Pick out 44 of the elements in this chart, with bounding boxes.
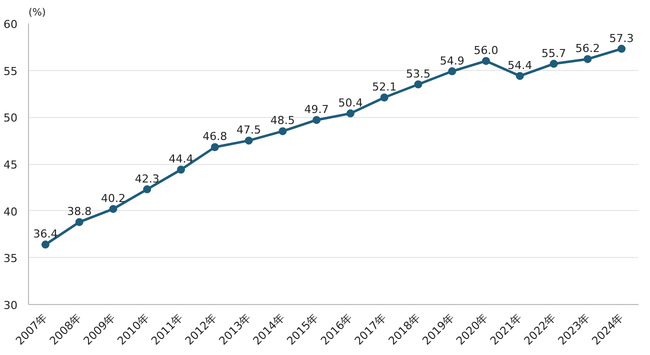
point <box>312 116 321 124</box>
data-label: 46.8 <box>202 130 228 144</box>
point <box>584 55 592 64</box>
point <box>414 80 422 88</box>
point <box>210 143 219 152</box>
data-label: 52.1 <box>372 80 397 94</box>
point <box>516 72 524 80</box>
point <box>41 240 50 249</box>
data-label: 57.3 <box>609 32 634 45</box>
data-label: 36.4 <box>33 228 58 241</box>
data-label: 54.9 <box>440 54 464 68</box>
point <box>618 44 626 53</box>
y-tick-label: 30 <box>4 299 18 312</box>
point <box>75 218 84 226</box>
data-label: 40.2 <box>100 192 126 205</box>
data-label: 49.7 <box>304 102 329 116</box>
data-label: 47.5 <box>236 124 262 137</box>
data-label: 56.2 <box>575 42 600 56</box>
point <box>244 136 253 145</box>
data-label: 38.8 <box>67 205 92 218</box>
data-label: 50.4 <box>338 96 363 110</box>
point <box>550 60 558 68</box>
y-tick-label: 50 <box>4 112 18 125</box>
y-tick-label: 55 <box>4 64 18 78</box>
data-label: 42.3 <box>134 172 160 186</box>
data-label: 53.5 <box>406 67 430 80</box>
point <box>278 127 287 136</box>
point <box>380 94 388 102</box>
data-label: 55.7 <box>542 46 566 60</box>
y-axis-title: (%) <box>28 8 46 18</box>
data-label: 54.4 <box>508 58 532 72</box>
y-tick-label: 35 <box>4 252 18 266</box>
y-tick-label: 60 <box>4 18 18 31</box>
point <box>346 109 354 118</box>
data-label: 56.0 <box>474 44 498 57</box>
point <box>143 185 152 194</box>
data-label: 44.4 <box>168 152 194 166</box>
y-tick-label: 45 <box>4 158 18 172</box>
point <box>177 166 185 174</box>
point <box>482 56 490 65</box>
point <box>448 67 456 76</box>
data-label: 48.5 <box>270 114 295 128</box>
point <box>109 204 118 213</box>
y-tick-label: 40 <box>4 205 18 218</box>
